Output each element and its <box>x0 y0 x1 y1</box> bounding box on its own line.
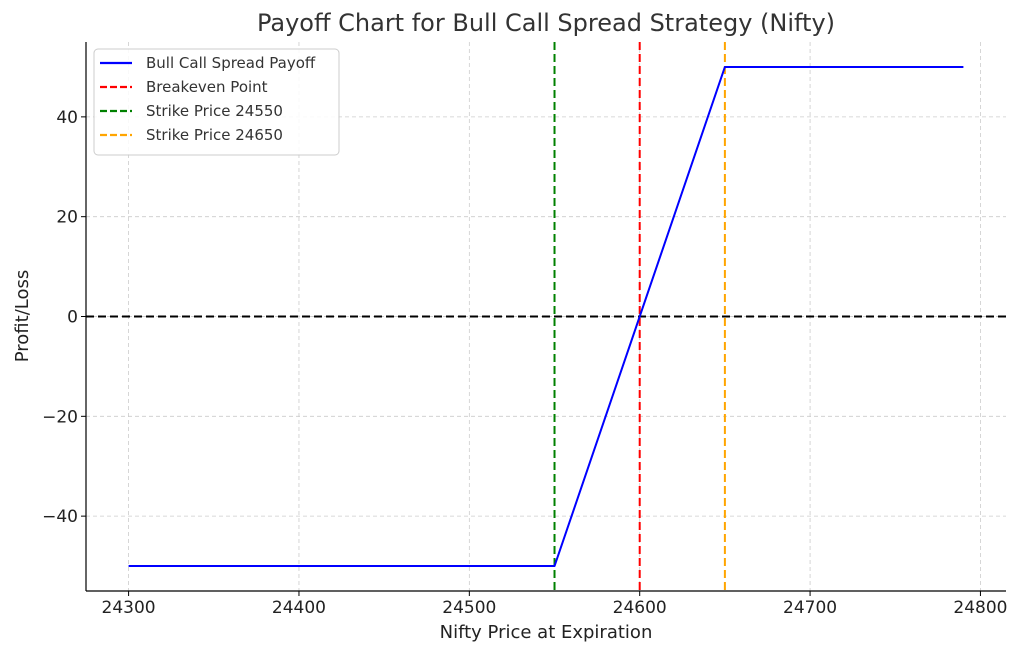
x-tick-label: 24600 <box>613 598 667 618</box>
chart-title: Payoff Chart for Bull Call Spread Strate… <box>257 9 835 37</box>
legend-item-label: Strike Price 24550 <box>146 102 283 120</box>
ticks: 24300 24400 24500 24600 24700 24800 −40 −20 0 20 4… <box>42 108 1007 618</box>
x-tick-label: 24700 <box>783 598 837 618</box>
legend: Bull Call Spread Payoff Breakeven Point St… <box>93 48 340 156</box>
legend-box <box>93 48 340 156</box>
y-tick-label: −20 <box>42 407 78 427</box>
y-tick-label: −40 <box>42 507 78 527</box>
y-tick-label: 40 <box>56 108 78 128</box>
y-tick-label: 0 <box>67 308 78 328</box>
legend-item-label: Bull Call Spread Payoff <box>146 54 316 72</box>
legend-item-label: Breakeven Point <box>146 78 268 96</box>
x-tick-label: 24500 <box>442 598 496 618</box>
x-tick-label: 24800 <box>953 598 1007 618</box>
payoff-series-line <box>128 65 964 568</box>
x-axis-label: Nifty Price at Expiration <box>440 622 653 643</box>
legend-item-label: Strike Price 24650 <box>146 126 283 144</box>
x-tick-label: 24400 <box>272 598 326 618</box>
plot-lines <box>86 42 1006 591</box>
x-tick-label: 24300 <box>102 598 156 618</box>
y-tick-label: 20 <box>56 208 78 228</box>
y-axis-label: Profit/Loss <box>12 270 33 363</box>
